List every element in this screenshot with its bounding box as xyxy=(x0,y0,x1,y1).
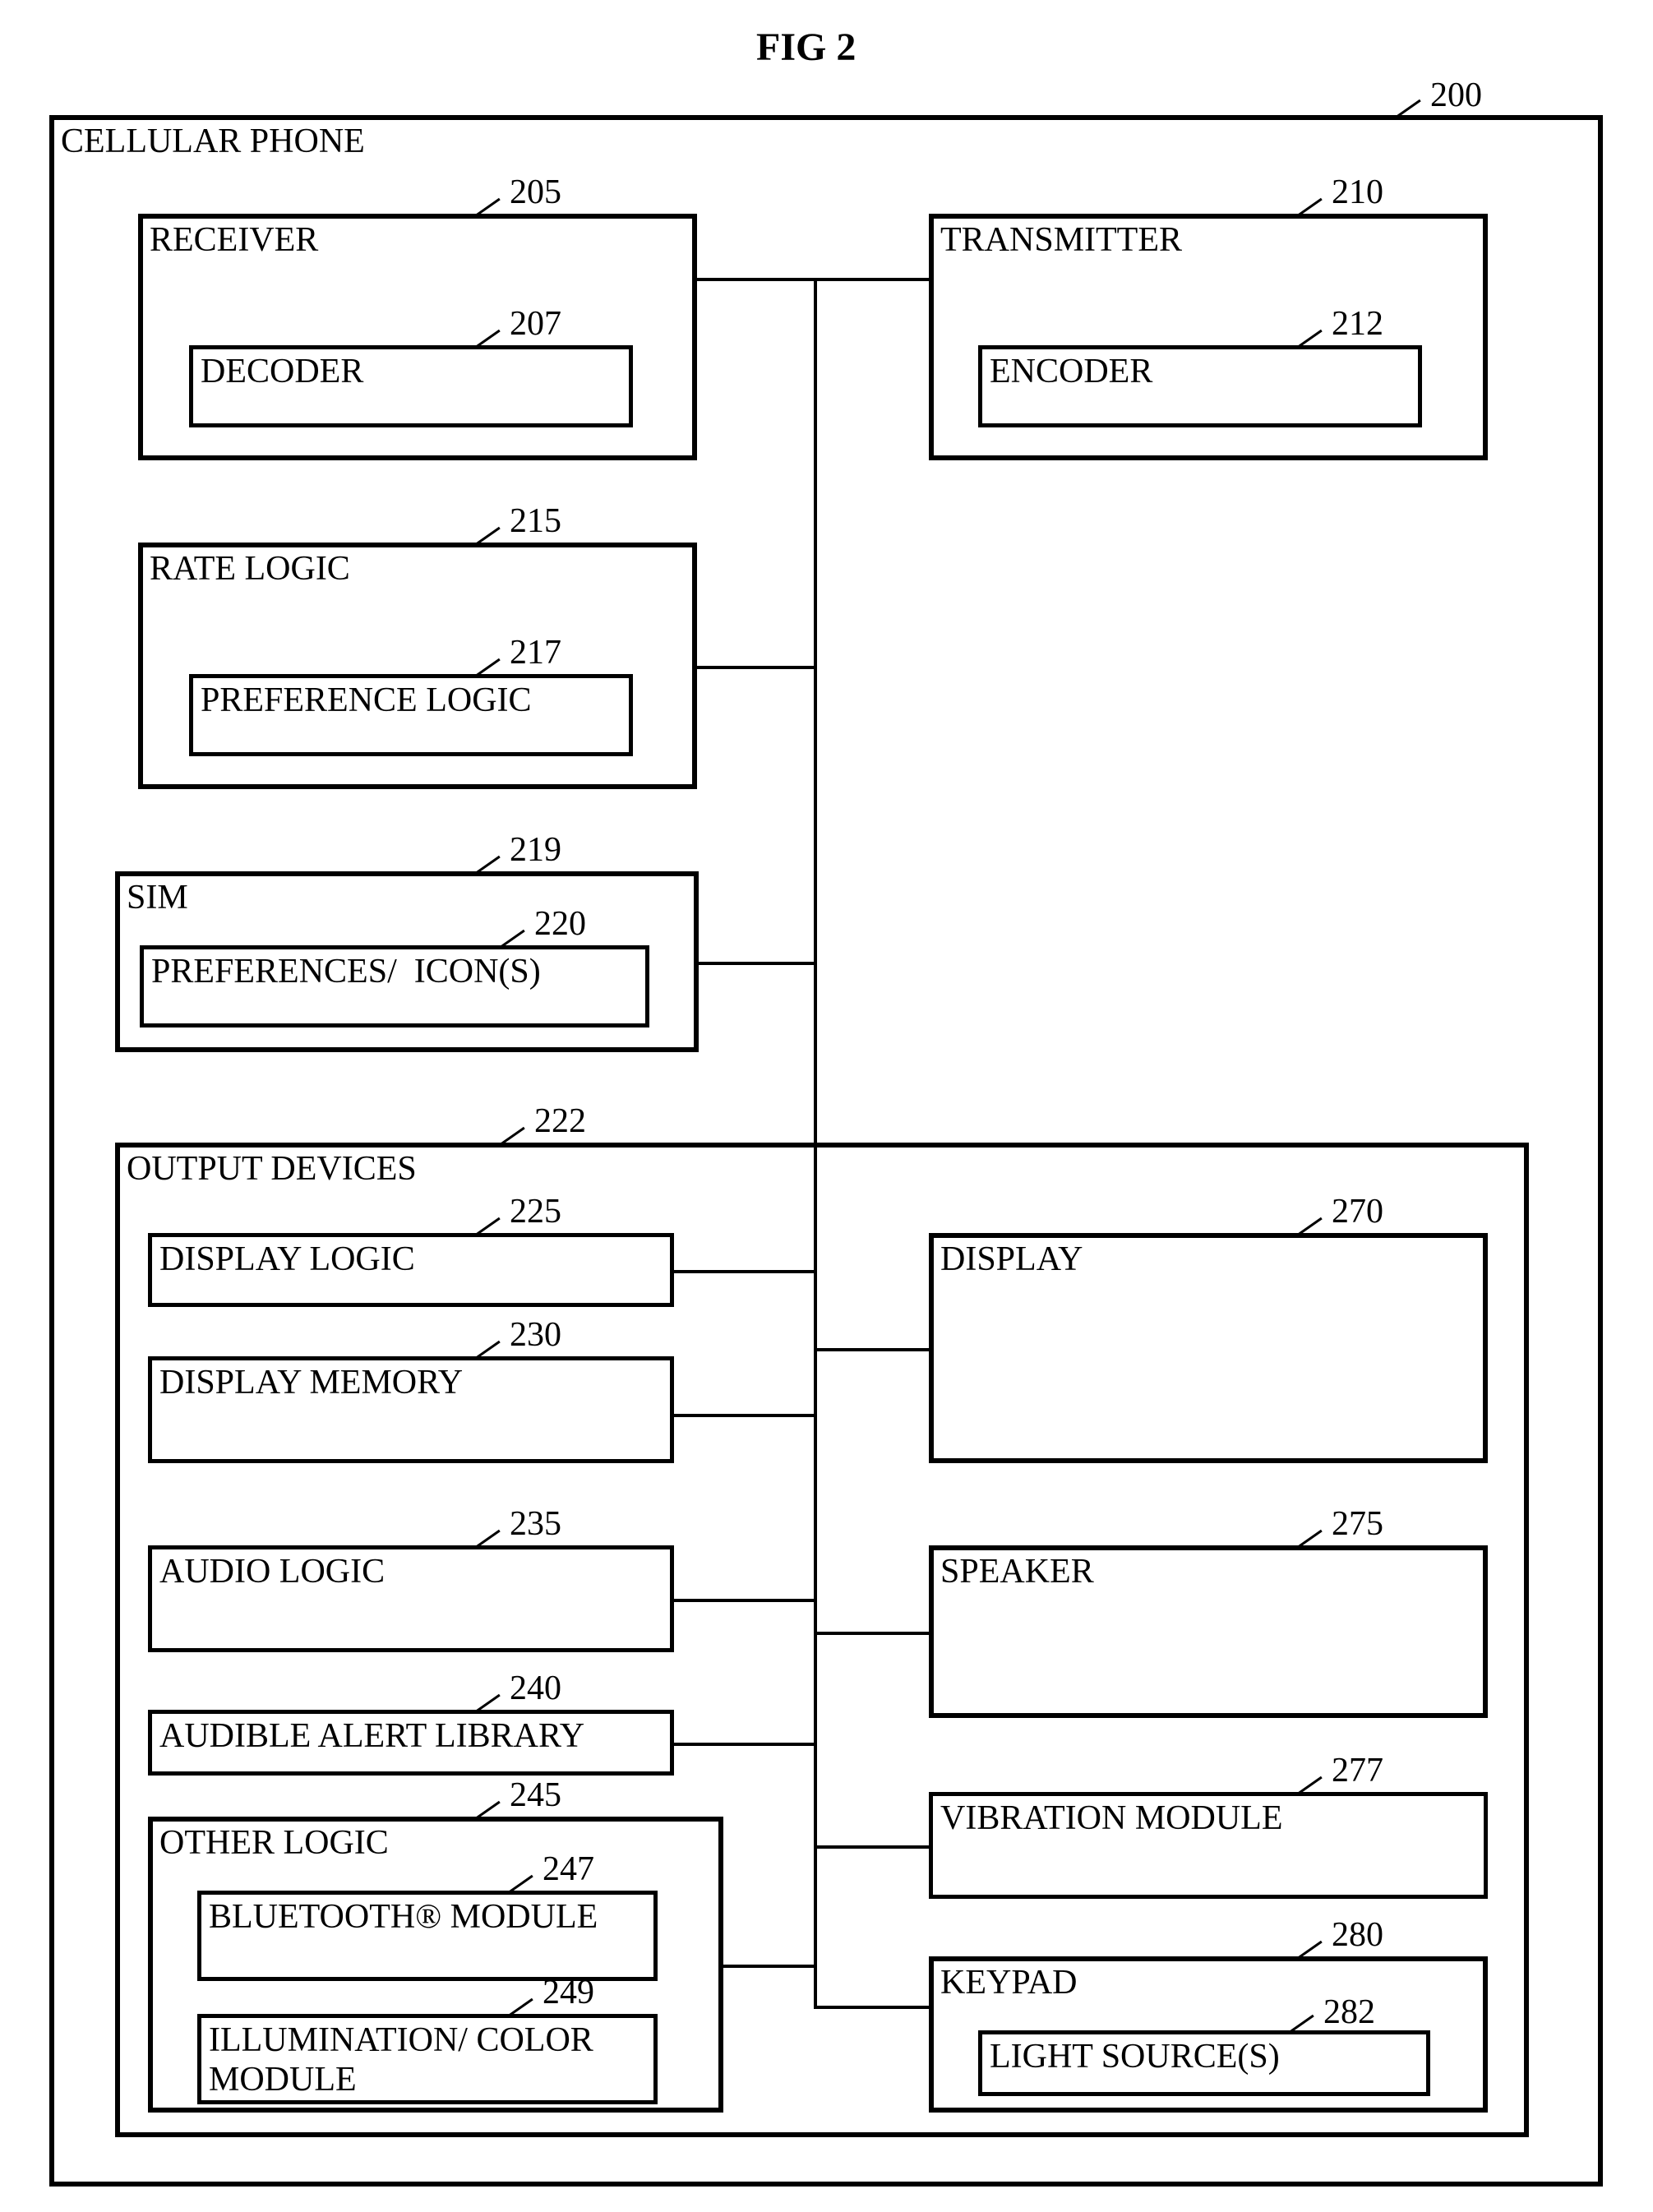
label-speaker: SPEAKER xyxy=(940,1552,1094,1591)
label-rate-logic: RATE LOGIC xyxy=(150,549,350,589)
label-display-logic: DISPLAY LOGIC xyxy=(159,1240,415,1279)
label-transmitter: TRANSMITTER xyxy=(940,220,1182,260)
conn-speaker xyxy=(814,1632,929,1635)
label-sim: SIM xyxy=(127,878,188,917)
figure-title: FIG 2 xyxy=(756,25,856,70)
conn-receiver xyxy=(697,278,817,281)
label-cellular-phone: CELLULAR PHONE xyxy=(61,122,365,161)
ref-decoder: 207 xyxy=(510,304,561,344)
label-display: DISPLAY xyxy=(940,1240,1083,1279)
conn-keypad xyxy=(814,2006,929,2009)
label-audible-alert-library: AUDIBLE ALERT LIBRARY xyxy=(159,1716,584,1756)
conn-display_memory xyxy=(674,1414,817,1417)
ref-vibration_module: 277 xyxy=(1332,1751,1383,1790)
label-bluetooth-module: BLUETOOTH® MODULE xyxy=(209,1897,598,1937)
label-keypad: KEYPAD xyxy=(940,1963,1077,2002)
label-output-devices: OUTPUT DEVICES xyxy=(127,1149,417,1189)
conn-audible_alert_library xyxy=(674,1743,817,1746)
ref-bluetooth_module: 247 xyxy=(543,1849,594,1889)
label-other-logic: OTHER LOGIC xyxy=(159,1823,389,1863)
label-illumination-module: ILLUMINATION/ COLOR MODULE xyxy=(209,2020,593,2099)
ref-light_sources: 282 xyxy=(1323,1993,1375,2032)
ref-cellular_phone: 200 xyxy=(1430,76,1482,115)
label-display-memory: DISPLAY MEMORY xyxy=(159,1363,463,1402)
bus-vertical xyxy=(814,278,817,2006)
conn-sim xyxy=(699,962,817,965)
ref-transmitter: 210 xyxy=(1332,173,1383,212)
ref-audio_logic: 235 xyxy=(510,1504,561,1544)
conn-display_logic xyxy=(674,1270,817,1273)
ref-display_logic: 225 xyxy=(510,1192,561,1231)
ref-display_memory: 230 xyxy=(510,1315,561,1355)
conn-display xyxy=(814,1348,929,1351)
label-vibration-module: VIBRATION MODULE xyxy=(940,1799,1282,1838)
ref-illumination_module: 249 xyxy=(543,1973,594,2012)
ref-output_devices: 222 xyxy=(534,1101,586,1141)
label-preference-logic: PREFERENCE LOGIC xyxy=(201,681,532,720)
ref-display: 270 xyxy=(1332,1192,1383,1231)
label-decoder: DECODER xyxy=(201,352,363,391)
label-encoder: ENCODER xyxy=(990,352,1152,391)
ref-other_logic: 245 xyxy=(510,1776,561,1815)
ref-audible_alert_library: 240 xyxy=(510,1669,561,1708)
ref-rate_logic: 215 xyxy=(510,501,561,541)
ref-sim: 219 xyxy=(510,830,561,870)
conn-transmitter xyxy=(814,278,929,281)
conn-other_logic xyxy=(723,1965,817,1968)
label-audio-logic: AUDIO LOGIC xyxy=(159,1552,385,1591)
ref-encoder: 212 xyxy=(1332,304,1383,344)
label-receiver: RECEIVER xyxy=(150,220,318,260)
conn-rate_logic xyxy=(697,666,817,669)
conn-vibration_module xyxy=(814,1845,929,1849)
label-preferences-icons: PREFERENCES/ ICON(S) xyxy=(151,952,541,991)
label-light-sources: LIGHT SOURCE(S) xyxy=(990,2037,1280,2076)
ref-preference_logic: 217 xyxy=(510,633,561,672)
ref-speaker: 275 xyxy=(1332,1504,1383,1544)
ref-keypad: 280 xyxy=(1332,1915,1383,1955)
figure-canvas: FIG 2 CELLULAR PHONE RECEIVER DECODER TR… xyxy=(0,0,1653,2212)
ref-preferences_icons: 220 xyxy=(534,904,586,944)
conn-audio_logic xyxy=(674,1599,817,1602)
ref-receiver: 205 xyxy=(510,173,561,212)
